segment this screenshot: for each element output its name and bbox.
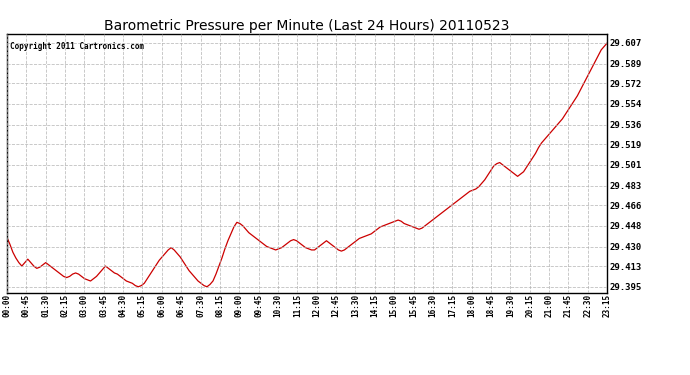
Text: Copyright 2011 Cartronics.com: Copyright 2011 Cartronics.com [10,42,144,51]
Title: Barometric Pressure per Minute (Last 24 Hours) 20110523: Barometric Pressure per Minute (Last 24 … [104,19,510,33]
